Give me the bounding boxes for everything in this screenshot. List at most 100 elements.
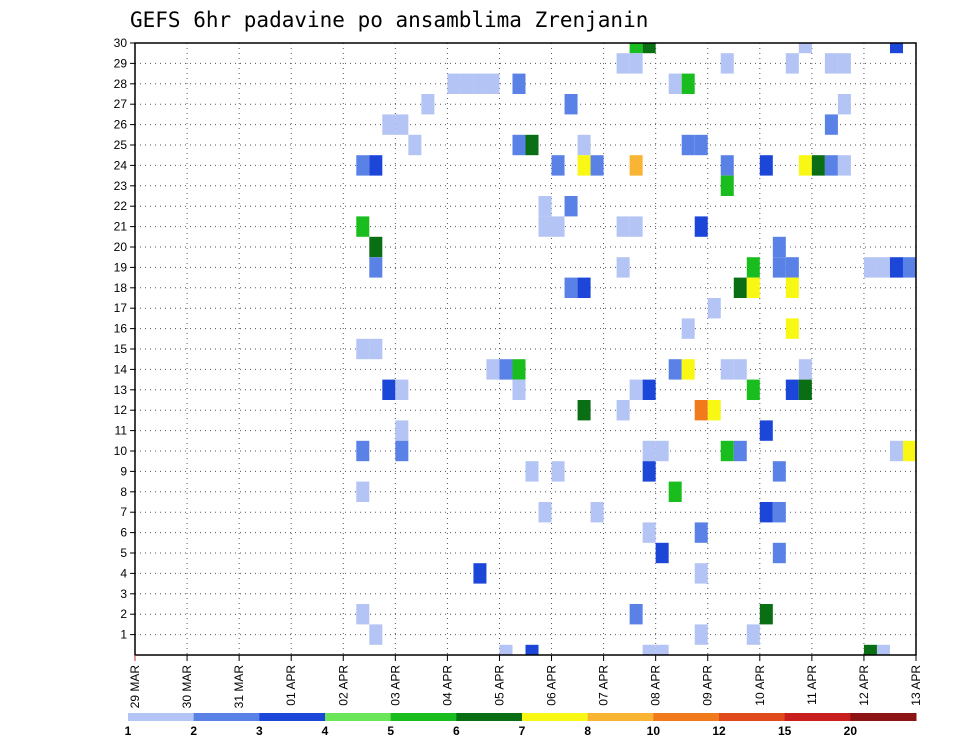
heatmap-cell [668,359,682,380]
heatmap-cell [694,624,708,645]
heatmap-cell [356,481,370,502]
heatmap-cell [759,604,773,625]
chart-title: GEFS 6hr padavine po ansamblima Zrenjani… [130,8,648,32]
colorbar-label: 5 [387,724,394,738]
x-tick-label: 12 APR [857,665,871,706]
colorbar-label: 12 [712,724,726,738]
y-tick-label: 6 [120,526,127,540]
heatmap-cell [889,440,903,462]
heatmap-cell [642,522,656,543]
heatmap-cell [616,53,630,74]
heatmap-cell [772,257,786,278]
y-tick-label: 3 [120,587,127,601]
heatmap-cell [694,563,708,584]
x-tick-label: 03 APR [388,665,402,706]
y-tick-label: 24 [114,158,128,172]
y-tick-label: 11 [115,424,128,438]
colorbar-label: 1 [125,724,132,738]
heatmap-cell [668,481,682,502]
heatmap-cell [473,563,487,584]
heatmap-cell [577,400,591,421]
heatmap-cell [720,359,734,380]
x-tick-label: 02 APR [336,665,350,706]
heatmap-cell [733,277,747,298]
y-tick-label: 29 [114,56,128,70]
y-tick-label: 22 [114,199,128,213]
heatmap-cell [681,134,695,156]
heatmap-cell [369,236,383,258]
heatmap-cell [538,216,552,237]
heatmap-cell [408,134,422,156]
heatmap-cell [421,94,435,115]
x-tick-label: 08 APR [649,665,663,706]
heatmap-cell [629,379,643,400]
heatmap-cell [863,644,877,655]
x-tick-label: 01 APR [284,665,298,706]
heatmap-cell [512,73,526,94]
heatmap-cell [369,257,383,278]
heatmap-cell [720,175,734,196]
y-tick-label: 5 [120,546,127,560]
y-tick-label: 19 [114,260,128,274]
heatmap-cell [863,257,877,278]
heatmap-cell [759,420,773,441]
heatmap-cell [369,338,383,360]
heatmap-cell [369,155,383,176]
heatmap-cell [395,420,409,441]
heatmap-cell [642,440,656,462]
heatmap-cells [356,43,916,655]
y-tick-label: 12 [114,403,128,417]
heatmap-cell [785,53,799,74]
heatmap-cell [577,134,591,156]
heatmap-cell [629,216,643,237]
x-tick-label: 07 APR [597,665,611,706]
heatmap-cell [356,155,370,176]
y-tick-label: 14 [114,362,128,376]
colorbar-segment [325,713,392,721]
colorbar-segment [193,713,260,721]
heatmap-cell [681,318,695,339]
heatmap-cell [746,379,760,400]
heatmap-cell [642,461,656,482]
heatmap-cell [720,155,734,176]
heatmap-cell [356,440,370,462]
heatmap-cell [629,604,643,625]
heatmap-cell [759,155,773,176]
heatmap-cell [551,461,565,482]
heatmap-cell [629,43,643,54]
y-tick-label: 1 [120,628,127,642]
heatmap-cell [642,644,656,655]
x-axis-ticks: 29 MAR 30 MAR 31 MAR 01 APR 02 APR 03 APR 04 A… [128,655,923,708]
heatmap-cell [772,542,786,564]
heatmap-cell [538,502,552,523]
heatmap-cell [824,155,838,176]
heatmap-cell [694,400,708,421]
heatmap-cell [694,216,708,237]
heatmap-cell [668,73,682,94]
heatmap-cell [707,298,721,319]
x-tick-label: 13 APR [909,665,923,706]
heatmap-cell [590,155,604,176]
colorbar-segment [850,713,917,721]
x-tick-label: 11 APR [805,665,819,705]
y-tick-label: 13 [114,383,128,397]
heatmap-cell [395,114,409,135]
heatmap-cell [382,379,396,400]
colorbar-segment [259,713,326,721]
colorbar-label: 2 [190,724,197,738]
heatmap-cell [772,236,786,258]
colorbar-segment [719,713,786,721]
heatmap-cell [876,257,890,278]
colorbar-label: 20 [844,724,858,738]
y-tick-label: 15 [114,342,128,356]
heatmap-cell [486,359,500,380]
y-tick-label: 8 [120,485,127,499]
y-tick-label: 4 [120,566,127,580]
colorbar-segment [653,713,720,721]
heatmap-cell [837,155,851,176]
heatmap-cell [525,134,539,156]
heatmap-cell [811,155,825,176]
colorbar-label: 8 [584,724,591,738]
y-tick-label: 21 [114,220,128,234]
